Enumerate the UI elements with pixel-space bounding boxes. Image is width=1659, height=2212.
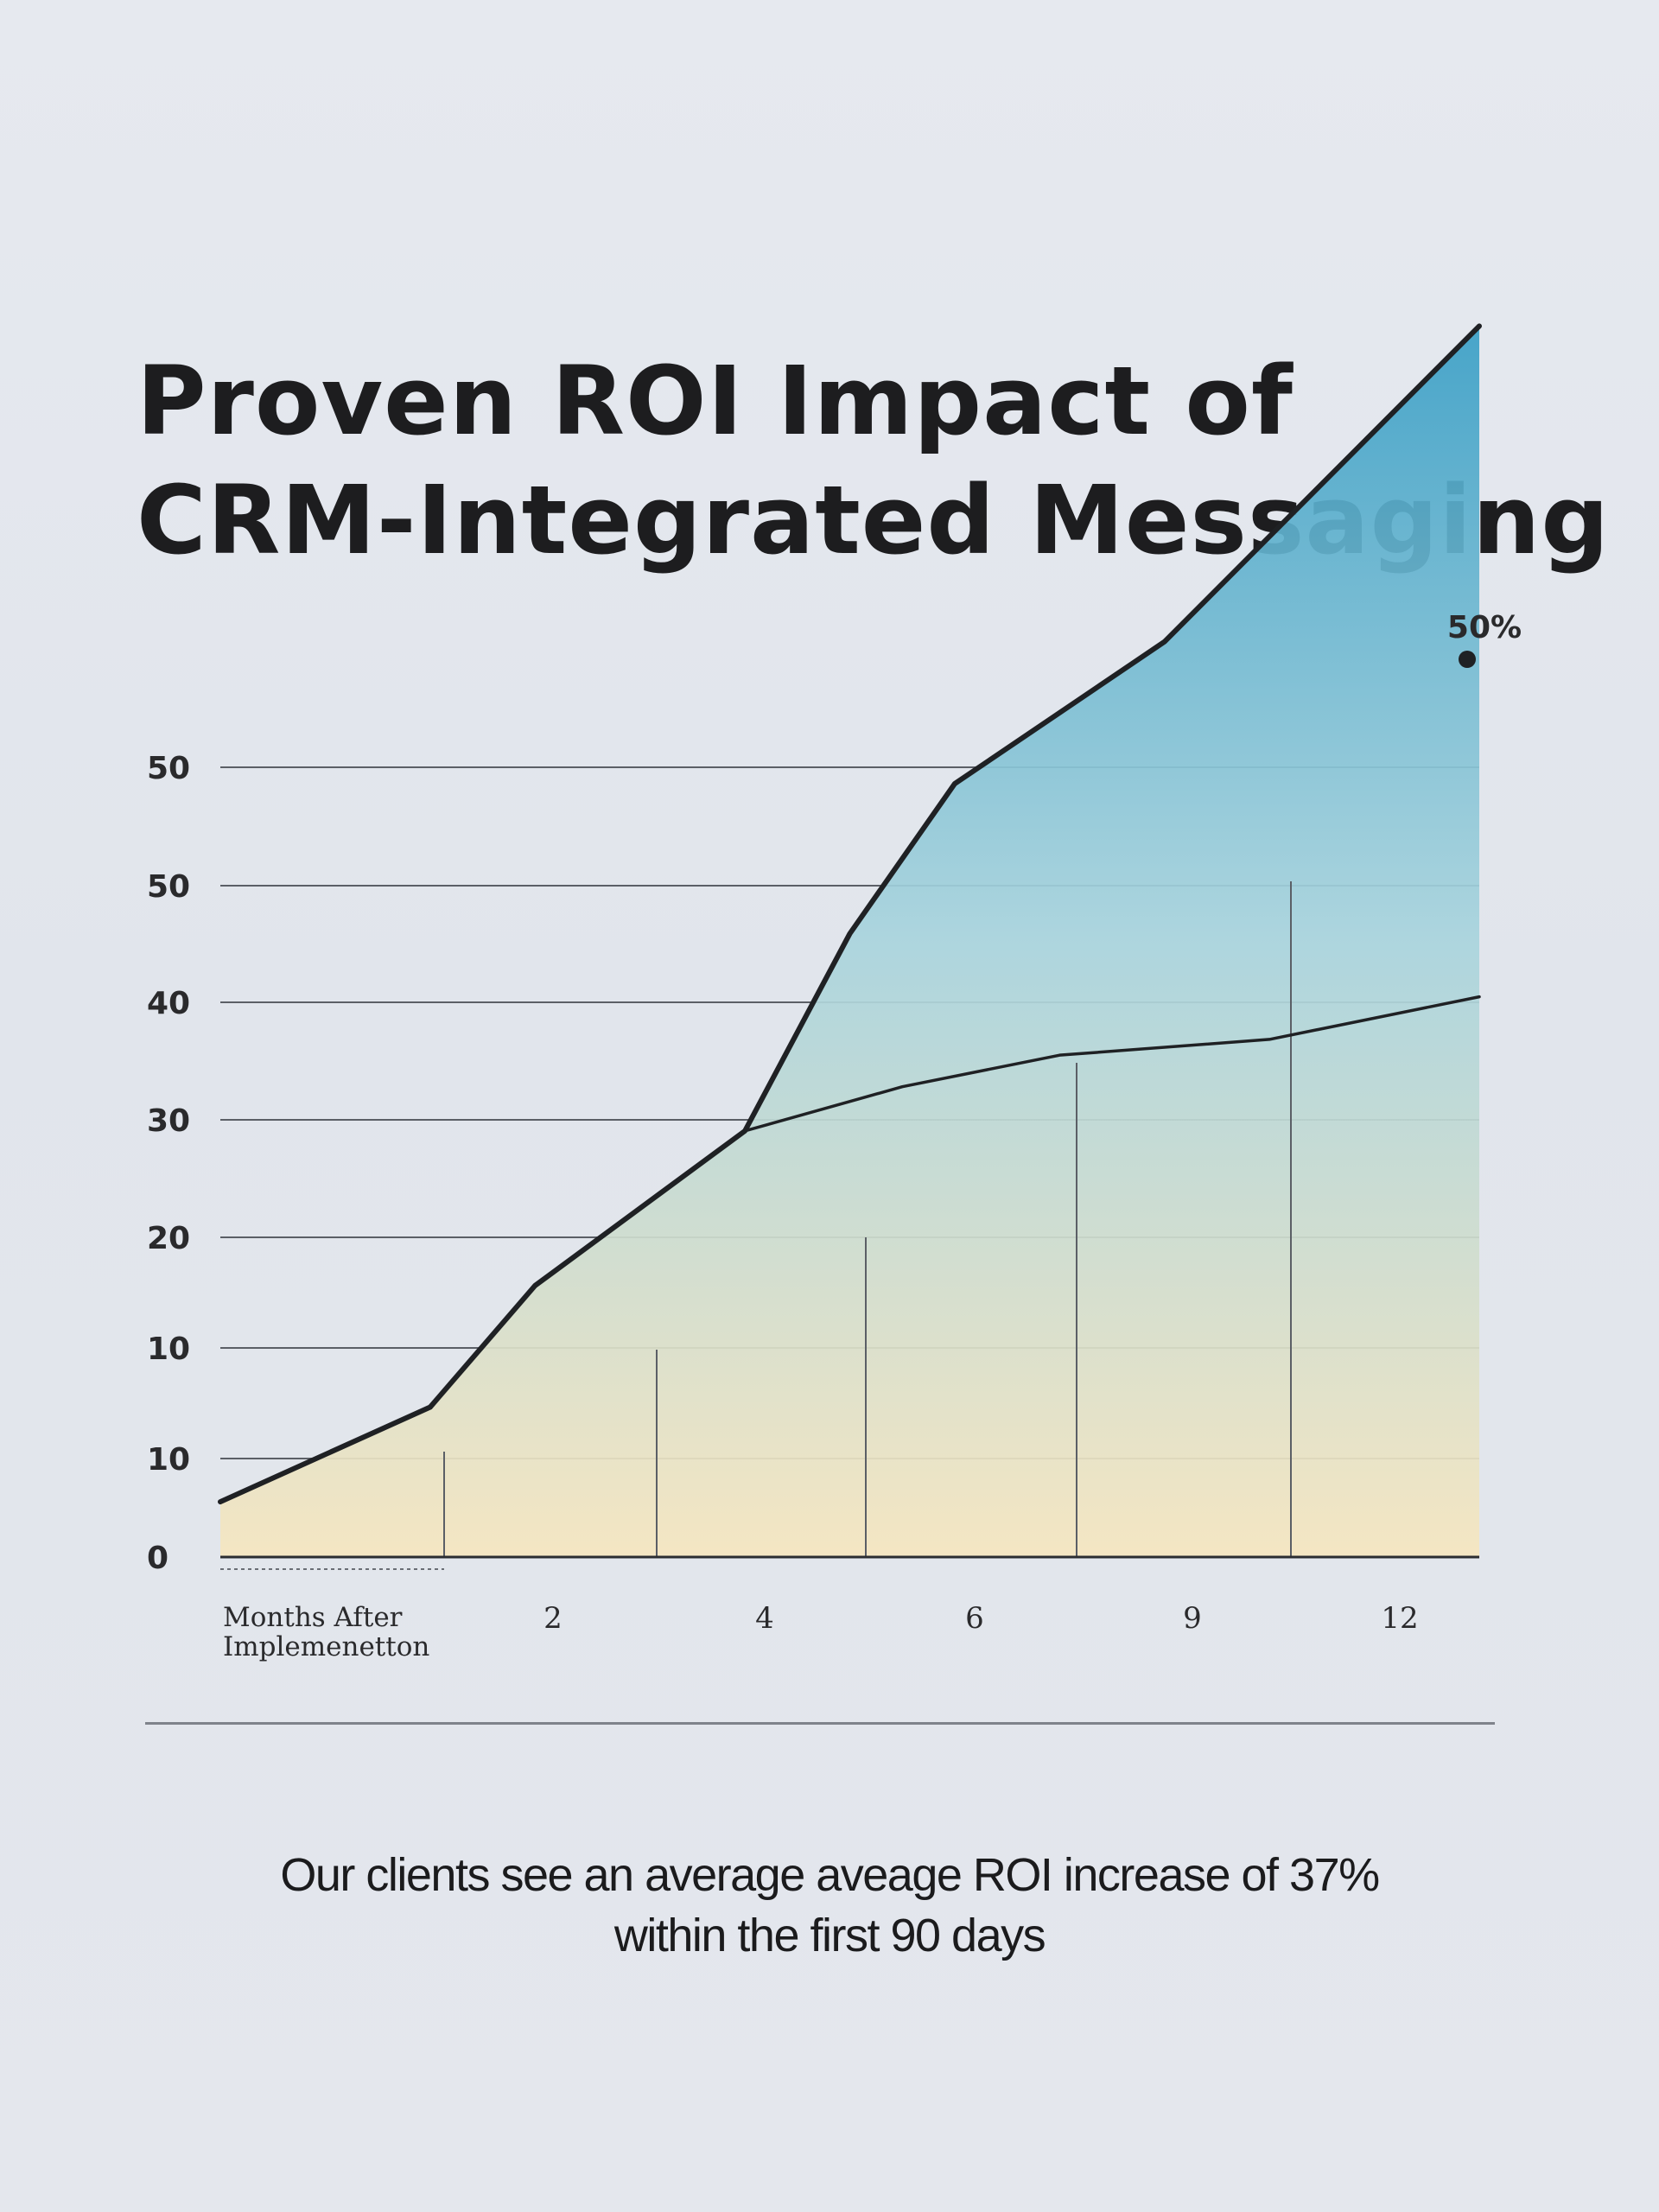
x-axis-label-line-2: Implemenetton [223, 1631, 429, 1662]
series-line-0 [218, 323, 1482, 1505]
y-tick-label-4: 30 [147, 1103, 190, 1139]
caption-line-1: Our clients see an average aveage ROI in… [280, 1849, 1380, 1901]
x-tick-label-2: 6 [965, 1601, 984, 1636]
x-tick-label-3: 9 [1183, 1601, 1202, 1636]
x-tick-label-4: 12 [1381, 1601, 1418, 1636]
series-line-1 [743, 995, 1481, 1133]
x-tick-labels: 2 4 6 9 12 [543, 1601, 1418, 1636]
y-tick-label-7: 50 [147, 751, 190, 786]
section-divider [145, 1722, 1495, 1725]
x-axis-label: Months After Implemenetton [223, 1602, 429, 1662]
series-lines [218, 323, 1482, 1505]
axes [220, 1555, 1479, 1570]
y-tick-label-0: 0 [147, 1541, 168, 1576]
end-point-marker [1459, 651, 1476, 668]
y-tick-label-6: 50 [147, 869, 190, 905]
y-tick-label-2: 10 [147, 1332, 190, 1367]
x-tick-label-1: 4 [755, 1601, 774, 1636]
area-fill [220, 326, 1479, 1558]
y-tick-label-1: 10 [147, 1442, 190, 1478]
y-tick-label-5: 40 [147, 986, 190, 1021]
roi-caption: Our clients see an average aveage ROI in… [86, 1845, 1573, 1966]
vertical-grid-lines [443, 881, 1292, 1557]
x-tick-label-0: 2 [543, 1601, 563, 1636]
y-tick-label-3: 20 [147, 1221, 190, 1256]
x-axis-label-line-1: Months After [223, 1602, 403, 1633]
y-tick-labels: 0 10 10 20 30 40 50 50 [147, 751, 190, 1576]
end-value-label: 50% [1447, 610, 1522, 645]
roi-area-chart: 0 10 10 20 30 40 50 50 2 4 6 9 12 Months After Impl… [147, 323, 1522, 1662]
caption-line-2: within the first 90 days [613, 1910, 1046, 1961]
area-fill-shape [220, 326, 1479, 1558]
page-title-line-1: Proven ROI Impact of [137, 346, 1294, 456]
end-marker [1459, 651, 1476, 668]
